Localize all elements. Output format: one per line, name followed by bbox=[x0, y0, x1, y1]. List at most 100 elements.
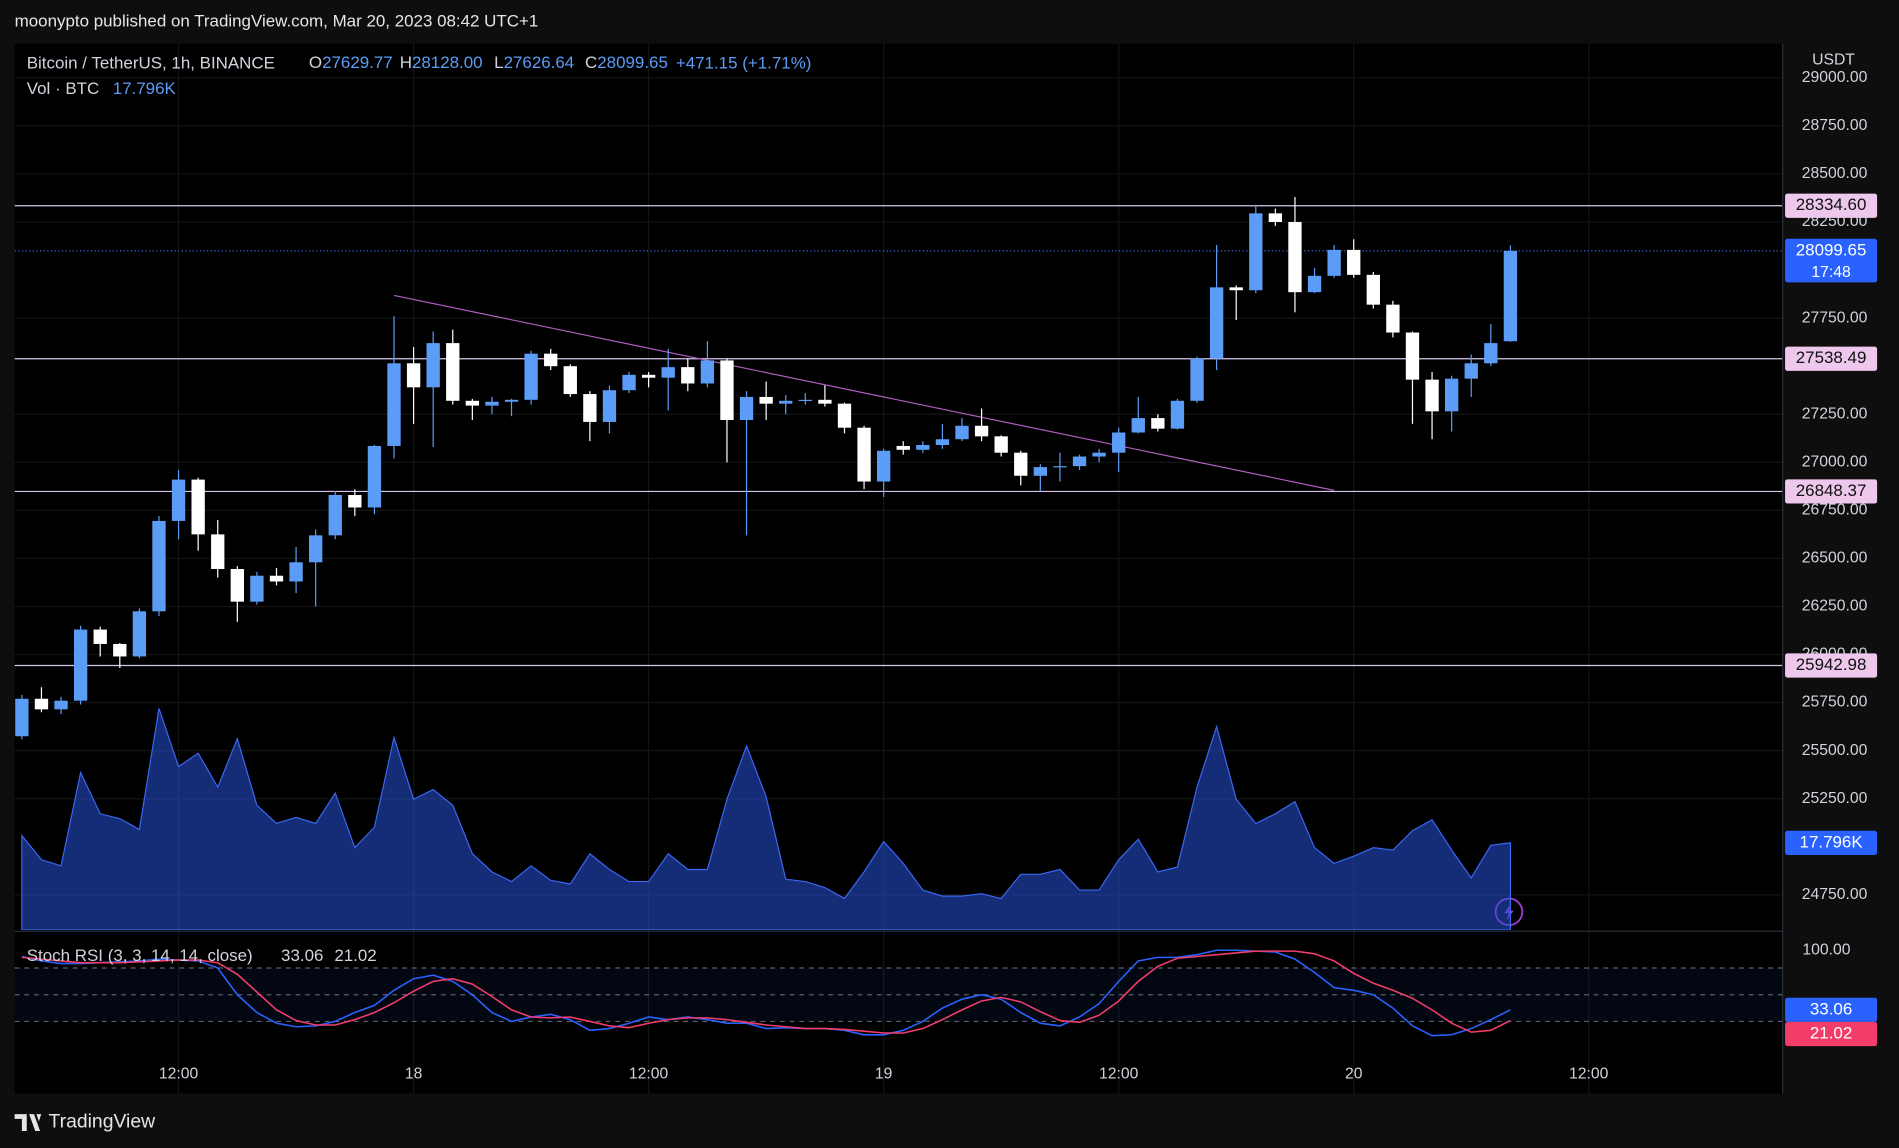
x-tick-label: 19 bbox=[875, 1065, 893, 1082]
candle-body bbox=[1053, 466, 1067, 468]
level-label-bg bbox=[1785, 193, 1878, 218]
candle-body bbox=[1366, 274, 1380, 305]
candle-body bbox=[348, 494, 362, 508]
footer-logo bbox=[14, 1114, 42, 1132]
candle-body bbox=[1405, 332, 1420, 380]
y-tick-label: 26250.00 bbox=[1802, 598, 1868, 615]
candle-body bbox=[1503, 250, 1518, 342]
currency-label: USDT bbox=[1812, 52, 1855, 69]
x-tick-label: 12:00 bbox=[159, 1065, 199, 1082]
stoch-k-label-bg bbox=[1785, 997, 1878, 1022]
candle-body bbox=[113, 643, 127, 657]
candle-body bbox=[93, 629, 107, 644]
y-tick-label: 25500.00 bbox=[1802, 742, 1868, 759]
y-tick-label: 27250.00 bbox=[1802, 405, 1868, 422]
candle-body bbox=[641, 374, 656, 378]
legend-item: O27629.77 bbox=[309, 54, 393, 73]
stoch-k-value: 33.06 bbox=[281, 946, 323, 965]
candle-body bbox=[289, 562, 303, 582]
candle-body bbox=[681, 367, 695, 384]
y-tick-label: 28750.00 bbox=[1802, 117, 1868, 134]
candle-body bbox=[1151, 418, 1165, 429]
candle-body bbox=[994, 436, 1008, 453]
candle-body bbox=[916, 444, 930, 450]
candle-body bbox=[211, 534, 225, 569]
candle-body bbox=[1425, 379, 1439, 412]
candle-body bbox=[1014, 452, 1028, 476]
candle-body bbox=[622, 374, 636, 391]
candle-body bbox=[1092, 452, 1106, 457]
candle-body bbox=[818, 399, 832, 404]
symbol: Bitcoin / TetherUS, 1h, BINANCE bbox=[27, 54, 275, 73]
stoch-d-value: 21.02 bbox=[334, 946, 376, 965]
x-tick-label: 20 bbox=[1345, 1065, 1363, 1082]
candle-body bbox=[54, 700, 68, 710]
legend-value: 28099.65 bbox=[597, 54, 668, 73]
candle-body bbox=[583, 394, 597, 422]
candle-body bbox=[779, 400, 793, 404]
countdown: 17:48 bbox=[1811, 264, 1851, 281]
y-tick-label: 29000.00 bbox=[1802, 69, 1868, 86]
candle-body bbox=[1170, 400, 1185, 429]
chart-area bbox=[14, 43, 1783, 1094]
stoch-d-label-bg bbox=[1785, 1021, 1878, 1047]
candle-body bbox=[759, 396, 773, 404]
legend-change: +471.15 (+1.71%) bbox=[676, 54, 812, 73]
candle-body bbox=[269, 575, 284, 582]
candle-body bbox=[1229, 287, 1243, 291]
volume-area bbox=[21, 708, 1512, 931]
candle-body bbox=[1249, 213, 1263, 291]
candle-body bbox=[955, 425, 969, 440]
candle-body bbox=[171, 479, 186, 521]
candle-body bbox=[739, 396, 754, 421]
candle-body bbox=[387, 363, 401, 446]
level-label-bg bbox=[1785, 479, 1878, 504]
candle-body bbox=[1190, 358, 1204, 401]
trendline bbox=[393, 294, 1335, 491]
y-tick-label: 27750.00 bbox=[1802, 309, 1868, 326]
publisher-line: moonypto published on TradingView.com, M… bbox=[15, 11, 539, 30]
candle-body bbox=[34, 698, 49, 710]
candle-body bbox=[1464, 363, 1478, 379]
y-tick-label: 24750.00 bbox=[1802, 886, 1868, 903]
main-pane bbox=[14, 197, 1783, 931]
candle-body bbox=[935, 439, 950, 445]
candle-body bbox=[1288, 221, 1302, 293]
level-label: 27538.49 bbox=[1796, 348, 1867, 367]
y-tick-label: 28500.00 bbox=[1802, 165, 1868, 182]
stoch-k-label: 33.06 bbox=[1810, 999, 1852, 1018]
y-tick-label: 25250.00 bbox=[1802, 790, 1868, 807]
x-tick-label: 18 bbox=[405, 1065, 423, 1082]
stoch-d-line bbox=[21, 950, 1511, 1034]
volume-value: 17.796K bbox=[113, 79, 177, 98]
candle-body bbox=[1444, 378, 1459, 412]
candle-body bbox=[661, 367, 675, 378]
candle-body bbox=[1112, 432, 1126, 453]
level-label: 28334.60 bbox=[1796, 195, 1867, 214]
candle-body bbox=[1131, 418, 1145, 433]
stoch-name: Stoch RSI (3, 3, 14, 14, close) bbox=[27, 946, 253, 965]
y-tick-label: 26750.00 bbox=[1802, 502, 1868, 519]
candle-body bbox=[1307, 275, 1322, 293]
legend-key: L bbox=[494, 54, 503, 73]
stoch-pane bbox=[14, 949, 1783, 1037]
candle-body bbox=[544, 353, 558, 367]
candle-body bbox=[602, 390, 617, 422]
candle-body bbox=[309, 535, 323, 563]
stoch-tick-label: 100.00 bbox=[1802, 941, 1850, 958]
candle-body bbox=[406, 363, 421, 388]
x-tick-label: 12:00 bbox=[1569, 1065, 1609, 1082]
candle-body bbox=[1484, 343, 1498, 364]
legend-key: O bbox=[309, 54, 322, 73]
candle-body bbox=[1072, 456, 1087, 467]
last-price-label: 28099.65 bbox=[1796, 240, 1867, 259]
volume-label: 17.796K bbox=[1800, 832, 1864, 851]
candle-body bbox=[563, 366, 577, 395]
candle-body bbox=[876, 450, 891, 482]
candle-body bbox=[230, 568, 244, 602]
candle-body bbox=[446, 343, 460, 401]
candle-body bbox=[896, 445, 910, 450]
candle-body bbox=[720, 360, 734, 421]
candle-body bbox=[857, 427, 871, 482]
